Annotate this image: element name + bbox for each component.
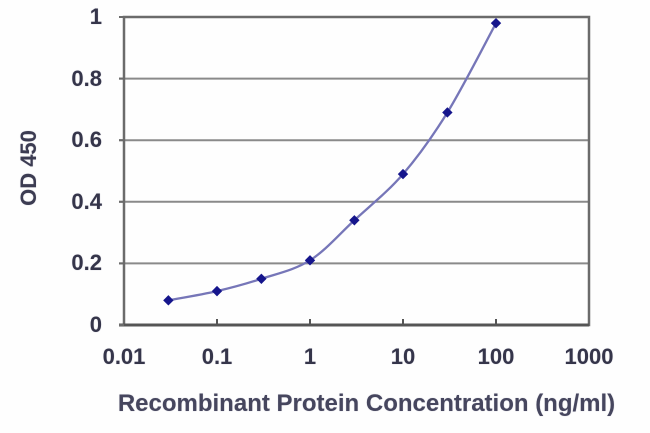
x-axis-title: Recombinant Protein Concentration (ng/ml… — [117, 390, 616, 417]
y-tick-label: 0.4 — [71, 188, 102, 214]
data-point-marker — [490, 17, 502, 29]
y-tick-label: 0.6 — [71, 127, 102, 153]
y-tick-label: 0.2 — [71, 250, 102, 276]
data-point-marker — [442, 107, 453, 118]
x-tick-label: 0.1 — [201, 344, 233, 369]
data-point-marker — [163, 295, 174, 306]
data-curve — [167, 22, 498, 302]
plot-frame — [122, 15, 591, 327]
x-tick-label: 1000 — [564, 344, 614, 369]
data-point-marker — [256, 273, 267, 284]
x-tick-label: 100 — [477, 344, 515, 369]
y-tick-label: 0 — [89, 312, 102, 337]
x-tick-label: 10 — [390, 344, 416, 369]
data-point-marker — [211, 285, 223, 297]
x-tick-label: 1 — [303, 344, 317, 369]
y-tick-label: 1 — [89, 4, 102, 29]
y-tick-label: 0.8 — [71, 65, 102, 91]
data-point-marker — [349, 215, 360, 226]
x-tick-label: 0.01 — [102, 344, 146, 369]
data-point-marker — [397, 168, 409, 180]
data-point-marker — [304, 255, 316, 266]
